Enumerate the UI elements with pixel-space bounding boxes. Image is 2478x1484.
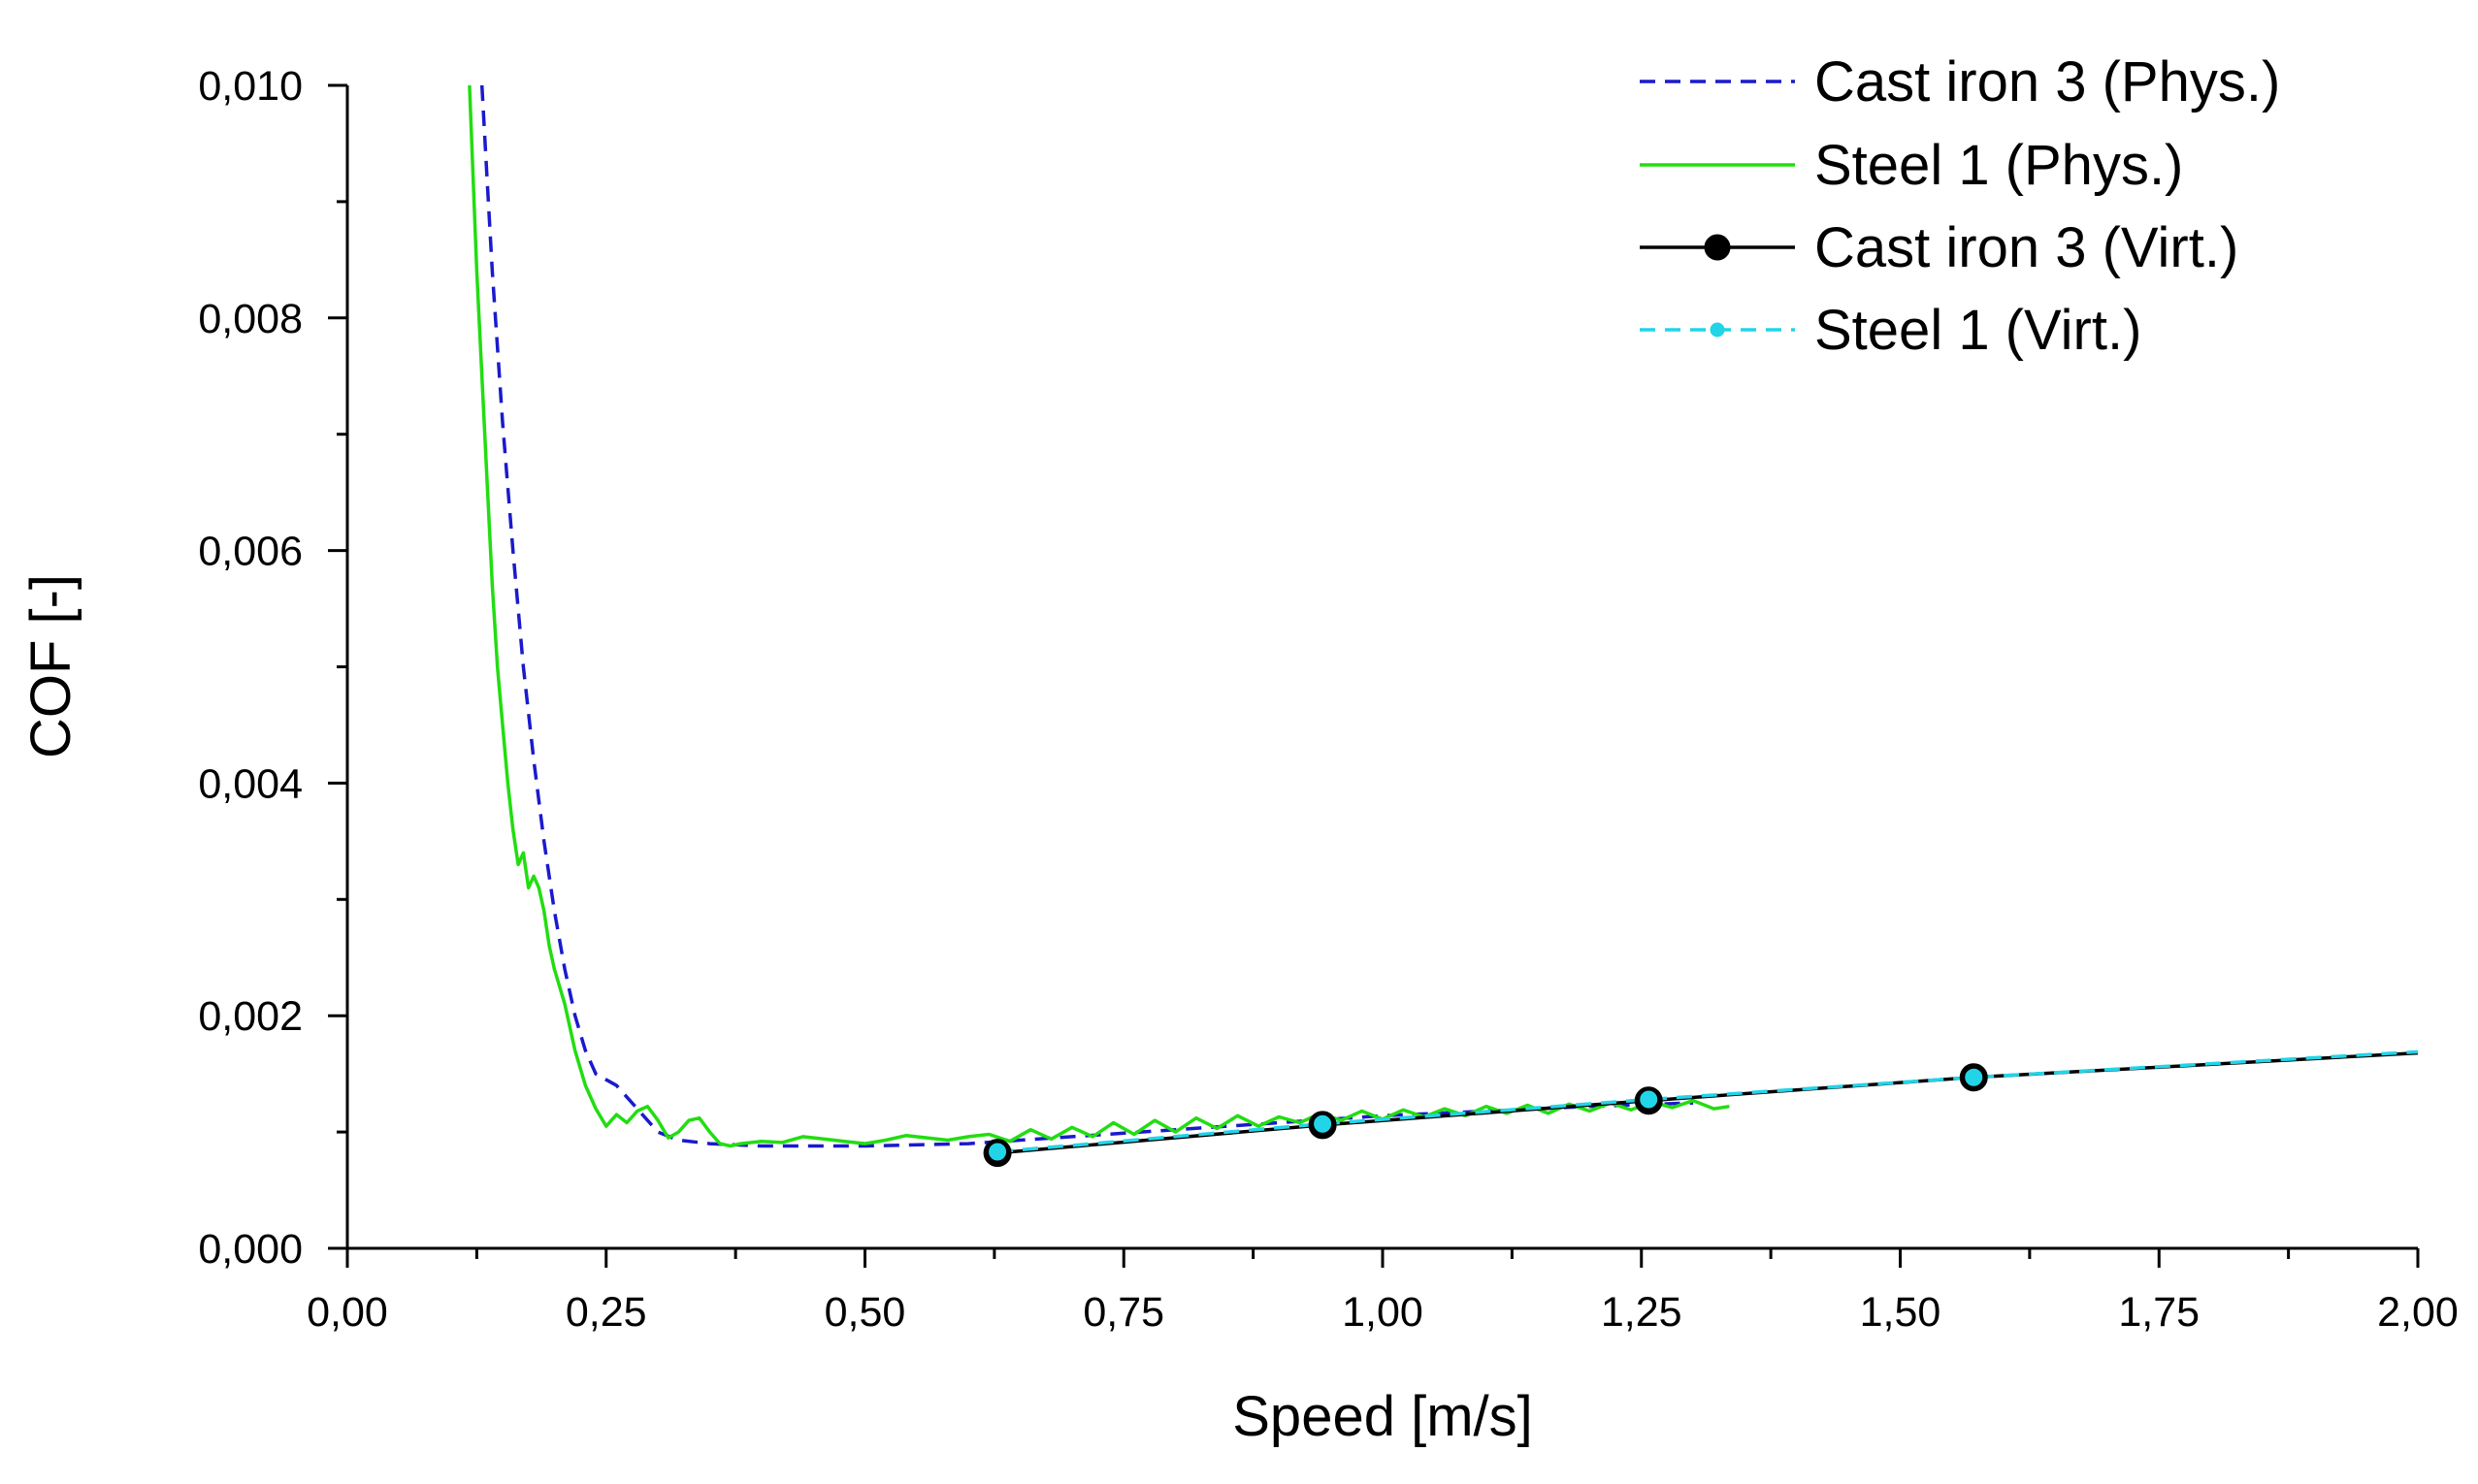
legend-label-3: Steel 1 (Virt.)	[1814, 299, 2141, 362]
legend-marker-2	[1704, 234, 1731, 261]
x-tick-label: 0,50	[825, 1289, 906, 1336]
y-tick-label: 0,002	[198, 993, 303, 1040]
x-tick-label: 1,75	[2118, 1289, 2200, 1336]
x-tick-label: 2,00	[2377, 1289, 2459, 1336]
y-axis-title: COF [-]	[19, 574, 82, 758]
legend: Cast iron 3 (Phys.) Steel 1 (Phys.) Cast i…	[1640, 50, 2280, 362]
series-line-2	[996, 1050, 2419, 1155]
y-tick-label: 0,006	[198, 529, 303, 575]
series-line-1	[468, 84, 1730, 1148]
x-tick-label: 0,25	[566, 1289, 647, 1336]
y-tick-label: 0,008	[198, 296, 303, 342]
y-tick-label: 0,004	[198, 760, 303, 807]
legend-label-0: Cast iron 3 (Phys.)	[1814, 50, 2280, 113]
x-axis-title: Speed [m/s]	[1232, 1385, 1532, 1448]
y-tick-label: 0,010	[198, 63, 303, 110]
legend-label-1: Steel 1 (Phys.)	[1814, 134, 2183, 197]
x-tick-label: 1,00	[1342, 1289, 1423, 1336]
series-marker-3	[1312, 1113, 1334, 1135]
legend-label-2: Cast iron 3 (Virt.)	[1814, 216, 2238, 279]
x-tick-label: 0,00	[307, 1289, 388, 1336]
series-marker-3	[987, 1141, 1009, 1163]
y-tick-label: 0,000	[198, 1226, 303, 1273]
x-tick-label: 1,50	[1860, 1289, 1941, 1336]
series-line-0	[479, 84, 1694, 1148]
series-line-3	[996, 1049, 2419, 1154]
ticks-group: 0,00 0,25 0,50 0,75 1,00 1,25 1,50 1,75 2,00 0,00…	[198, 63, 2458, 1336]
series-marker-3	[1638, 1088, 1660, 1111]
markers-group	[983, 1063, 1988, 1168]
x-tick-label: 1,25	[1601, 1289, 1682, 1336]
x-tick-label: 0,75	[1083, 1289, 1164, 1336]
legend-marker-3	[1710, 322, 1725, 338]
series-marker-3	[1963, 1066, 1985, 1088]
